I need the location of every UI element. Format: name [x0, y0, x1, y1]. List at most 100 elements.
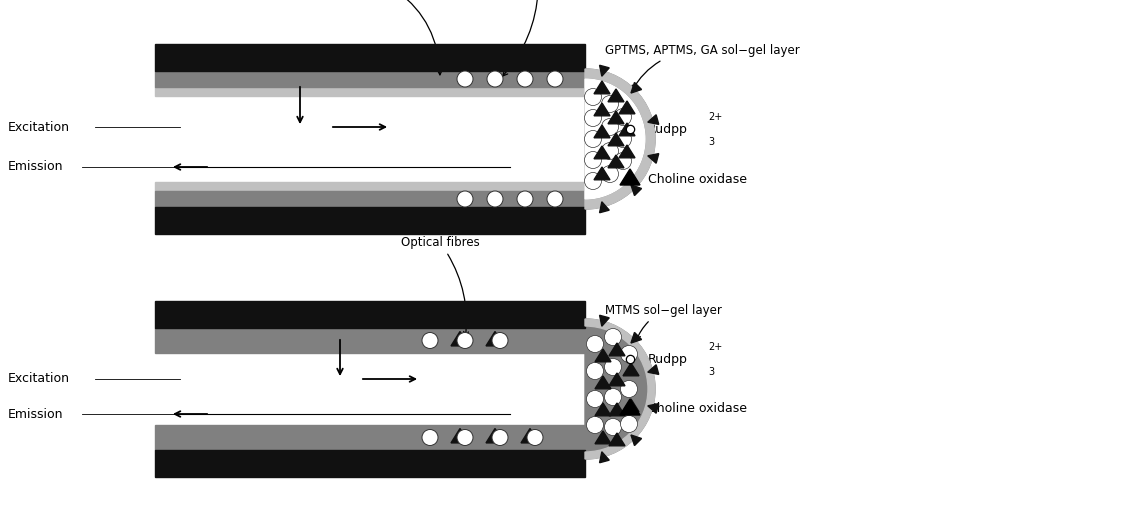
Polygon shape — [451, 332, 469, 346]
Circle shape — [586, 363, 603, 379]
Polygon shape — [594, 146, 610, 159]
Text: Rudpp: Rudpp — [648, 123, 688, 136]
Circle shape — [586, 417, 603, 433]
Bar — [155, 425, 585, 450]
Bar — [155, 191, 585, 207]
Wedge shape — [585, 79, 645, 199]
Polygon shape — [600, 66, 609, 76]
Circle shape — [527, 430, 543, 445]
Circle shape — [604, 388, 621, 406]
Text: 2+: 2+ — [708, 112, 722, 122]
Bar — [155, 353, 585, 425]
Polygon shape — [609, 373, 626, 386]
Text: Rudpp: Rudpp — [648, 353, 688, 366]
Polygon shape — [648, 154, 659, 163]
Polygon shape — [594, 81, 610, 94]
Circle shape — [602, 95, 619, 113]
Circle shape — [457, 191, 473, 207]
Polygon shape — [600, 452, 609, 463]
Text: Emission: Emission — [8, 408, 64, 420]
Text: 3: 3 — [708, 367, 714, 377]
Bar — [155, 182, 585, 191]
Polygon shape — [600, 202, 609, 213]
Wedge shape — [585, 319, 655, 459]
Polygon shape — [619, 123, 634, 136]
Circle shape — [421, 333, 438, 348]
Circle shape — [614, 108, 631, 126]
Polygon shape — [521, 429, 539, 443]
Bar — [155, 87, 585, 96]
Polygon shape — [620, 169, 640, 185]
Circle shape — [457, 430, 473, 445]
Circle shape — [621, 345, 638, 363]
Circle shape — [457, 71, 473, 87]
Polygon shape — [595, 431, 611, 444]
Circle shape — [614, 130, 631, 147]
Bar — [155, 96, 585, 182]
Polygon shape — [608, 111, 624, 124]
Wedge shape — [585, 69, 655, 209]
Bar — [155, 328, 585, 353]
Text: Choline oxidase: Choline oxidase — [648, 172, 747, 185]
Polygon shape — [594, 125, 610, 138]
Text: Choline oxidase: Choline oxidase — [648, 402, 747, 416]
Polygon shape — [648, 115, 659, 124]
Circle shape — [517, 71, 532, 87]
Text: 3: 3 — [708, 137, 714, 147]
Polygon shape — [631, 435, 641, 445]
Circle shape — [487, 191, 503, 207]
Text: GPTMS, APTMS, GA sol−gel layer: GPTMS, APTMS, GA sol−gel layer — [605, 44, 799, 90]
Circle shape — [492, 333, 508, 348]
Circle shape — [421, 430, 438, 445]
Text: 2+: 2+ — [708, 342, 722, 352]
Bar — [155, 450, 585, 477]
Circle shape — [614, 152, 631, 169]
Circle shape — [602, 166, 619, 182]
Polygon shape — [631, 332, 641, 343]
Polygon shape — [623, 363, 639, 376]
Bar — [155, 44, 585, 71]
Circle shape — [586, 390, 603, 408]
Polygon shape — [619, 145, 634, 158]
Circle shape — [604, 358, 621, 376]
Circle shape — [457, 333, 473, 348]
Circle shape — [517, 191, 532, 207]
Text: Optical fibres: Optical fibres — [341, 0, 442, 75]
Circle shape — [547, 71, 563, 87]
Wedge shape — [585, 79, 645, 199]
Circle shape — [604, 419, 621, 435]
Polygon shape — [600, 315, 609, 326]
Wedge shape — [585, 79, 645, 199]
Circle shape — [584, 172, 602, 190]
Wedge shape — [585, 319, 655, 459]
Bar — [155, 207, 585, 234]
Circle shape — [584, 151, 602, 169]
Circle shape — [602, 143, 619, 159]
Polygon shape — [451, 429, 469, 443]
Circle shape — [621, 416, 638, 432]
Circle shape — [602, 118, 619, 136]
Polygon shape — [595, 349, 611, 362]
Polygon shape — [595, 376, 611, 389]
Polygon shape — [631, 185, 641, 195]
Polygon shape — [608, 89, 624, 102]
Text: Excitation: Excitation — [8, 121, 70, 134]
Polygon shape — [609, 433, 626, 446]
Polygon shape — [608, 133, 624, 146]
Polygon shape — [609, 343, 626, 356]
Bar — [155, 301, 585, 328]
Text: Excitation: Excitation — [8, 373, 70, 386]
Circle shape — [604, 329, 621, 345]
Polygon shape — [609, 403, 626, 416]
Circle shape — [547, 191, 563, 207]
Polygon shape — [620, 399, 640, 415]
Text: Emission: Emission — [8, 160, 64, 173]
Circle shape — [584, 89, 602, 105]
Polygon shape — [594, 103, 610, 116]
Polygon shape — [594, 167, 610, 180]
Bar — [155, 71, 585, 87]
Wedge shape — [585, 69, 655, 209]
Polygon shape — [623, 399, 639, 412]
Circle shape — [492, 430, 508, 445]
Text: MTMS sol−gel layer: MTMS sol−gel layer — [480, 0, 596, 76]
